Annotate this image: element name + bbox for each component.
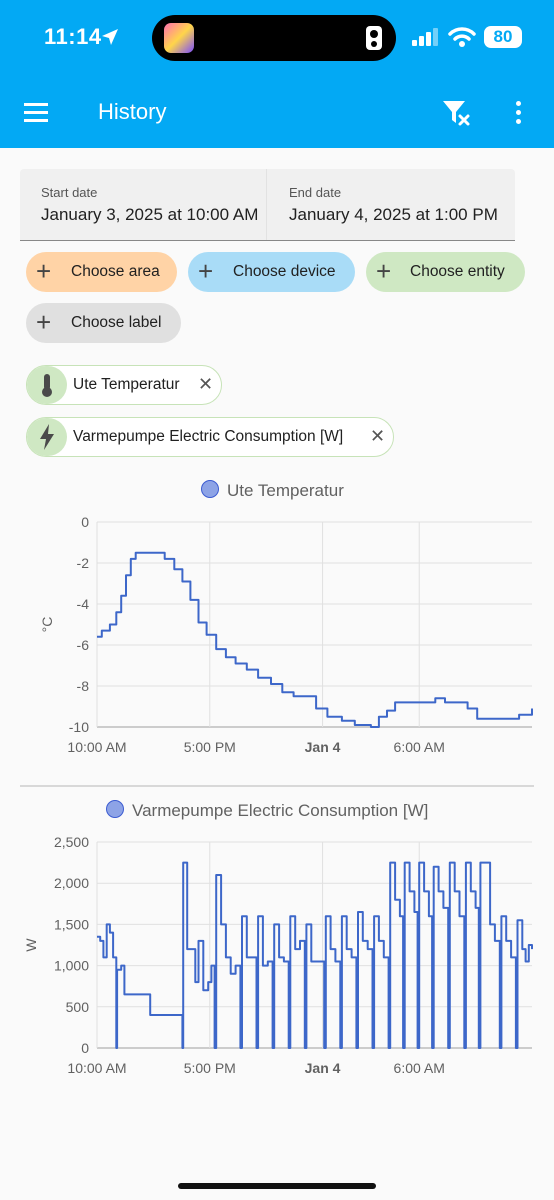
choose-label-label: Choose label bbox=[71, 314, 162, 331]
thermometer-icon bbox=[27, 366, 67, 404]
y-tick-label: -8 bbox=[77, 678, 90, 694]
choose-device-label: Choose device bbox=[233, 263, 336, 280]
y-axis-label: W bbox=[23, 938, 39, 952]
chart-legend-temperature[interactable]: Ute Temperatur bbox=[201, 480, 344, 501]
series-line[interactable] bbox=[97, 861, 533, 1049]
choose-area-chip[interactable]: + Choose area bbox=[26, 252, 177, 292]
y-tick-label: -10 bbox=[69, 719, 89, 735]
entity-name: Ute Temperatur bbox=[73, 376, 180, 393]
y-axis-label: °C bbox=[39, 617, 55, 633]
temperature-chart: 0 -2 -4 -6 -8 -10 10:00 AM 5:00 PM Jan 4 6:00 AM °… bbox=[39, 514, 533, 755]
series-line[interactable] bbox=[97, 551, 533, 728]
x-tick-label: 5:00 PM bbox=[184, 739, 236, 755]
app-bar: History bbox=[0, 78, 554, 148]
remove-entity-icon[interactable]: ✕ bbox=[370, 426, 386, 446]
more-vertical-icon[interactable] bbox=[508, 100, 528, 126]
x-tick-label: 10:00 AM bbox=[67, 739, 126, 755]
start-date-value: January 3, 2025 at 10:00 AM bbox=[41, 205, 259, 224]
cellular-signal-icon bbox=[412, 28, 438, 46]
choose-label-chip[interactable]: + Choose label bbox=[26, 303, 181, 343]
y-tick-label: 0 bbox=[81, 1040, 89, 1056]
plus-icon: + bbox=[36, 256, 52, 286]
legend-label: Varmepumpe Electric Consumption [W] bbox=[132, 801, 429, 820]
power-chart: 2,500 2,000 1,500 1,000 500 0 10:00 AM 5:00 PM J… bbox=[23, 834, 533, 1076]
y-tick-label: 500 bbox=[66, 999, 90, 1015]
battery-indicator: 80 bbox=[484, 26, 522, 48]
x-tick-label: 6:00 AM bbox=[394, 1060, 445, 1076]
x-tick-label: 6:00 AM bbox=[394, 739, 445, 755]
selected-entity-chip: Ute Temperatur ✕ bbox=[26, 365, 222, 405]
plus-icon: + bbox=[376, 256, 392, 286]
choose-entity-chip[interactable]: + Choose entity bbox=[366, 252, 525, 292]
choose-entity-label: Choose entity bbox=[410, 263, 505, 280]
legend-swatch bbox=[106, 800, 124, 818]
status-bar: 11:14 80 bbox=[0, 0, 554, 78]
end-date-field[interactable]: End date January 4, 2025 at 1:00 PM bbox=[266, 169, 515, 240]
x-tick-label: Jan 4 bbox=[305, 1060, 341, 1076]
x-tick-label: 10:00 AM bbox=[67, 1060, 126, 1076]
hamburger-menu-icon[interactable] bbox=[24, 101, 50, 125]
wifi-icon bbox=[448, 27, 476, 47]
chart-legend-power[interactable]: Varmepumpe Electric Consumption [W] bbox=[106, 800, 428, 821]
y-tick-label: -4 bbox=[77, 596, 90, 612]
start-date-label: Start date bbox=[41, 185, 98, 200]
y-tick-label: 2,000 bbox=[54, 875, 89, 891]
choose-device-chip[interactable]: + Choose device bbox=[188, 252, 355, 292]
location-arrow-icon bbox=[102, 29, 118, 45]
y-tick-label: -2 bbox=[77, 555, 90, 571]
choose-area-label: Choose area bbox=[71, 263, 160, 280]
speaker-icon bbox=[366, 26, 382, 50]
chart-divider bbox=[20, 785, 534, 787]
clock: 11:14 bbox=[44, 24, 102, 49]
selected-entity-chip: Varmepumpe Electric Consumption [W] ✕ bbox=[26, 417, 394, 457]
page-title: History bbox=[98, 99, 167, 124]
y-tick-label: 1,000 bbox=[54, 958, 89, 974]
y-tick-label: -6 bbox=[77, 637, 90, 653]
y-tick-label: 1,500 bbox=[54, 916, 89, 932]
plus-icon: + bbox=[36, 307, 52, 337]
legend-swatch bbox=[201, 480, 219, 498]
plus-icon: + bbox=[198, 256, 214, 286]
end-date-value: January 4, 2025 at 1:00 PM bbox=[289, 205, 498, 224]
legend-label: Ute Temperatur bbox=[227, 481, 344, 500]
dynamic-island bbox=[152, 15, 396, 61]
entity-name: Varmepumpe Electric Consumption [W] bbox=[73, 428, 344, 445]
y-tick-label: 2,500 bbox=[54, 834, 89, 850]
x-tick-label: 5:00 PM bbox=[184, 1060, 236, 1076]
y-tick-label: 0 bbox=[81, 514, 89, 530]
lightning-icon bbox=[27, 418, 67, 456]
home-indicator bbox=[178, 1183, 376, 1189]
date-range-picker[interactable]: Start date January 3, 2025 at 10:00 AM E… bbox=[20, 169, 515, 241]
x-tick-label: Jan 4 bbox=[305, 739, 341, 755]
start-date-field[interactable]: Start date January 3, 2025 at 10:00 AM bbox=[20, 169, 266, 240]
filter-remove-icon[interactable] bbox=[441, 99, 473, 127]
end-date-label: End date bbox=[289, 185, 342, 200]
remove-entity-icon[interactable]: ✕ bbox=[198, 374, 214, 394]
app-icon bbox=[164, 23, 194, 53]
